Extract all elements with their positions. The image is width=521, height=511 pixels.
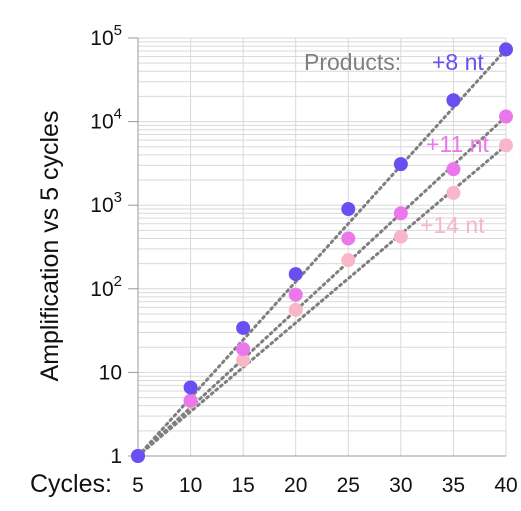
data-point (499, 42, 513, 57)
fit-line-2 (136, 143, 508, 458)
x-tick-label: 35 (442, 474, 465, 497)
series-label-plus-14-nt: +14 nt (420, 212, 485, 238)
data-point (446, 185, 461, 200)
data-point (446, 162, 461, 177)
x-tick-labels: 5 10 15 20 25 30 35 40 (132, 474, 518, 497)
y-tick-label: 103 (90, 189, 122, 217)
data-point (288, 302, 303, 317)
series-label-plus-11-nt: +11 nt (426, 131, 489, 157)
data-point (341, 202, 356, 217)
x-axis-title: Cycles: (30, 470, 112, 498)
data-point (499, 138, 513, 153)
series-label-plus-8-nt: +8 nt (432, 49, 484, 75)
x-tick-label: 20 (284, 474, 307, 497)
data-point (446, 93, 461, 108)
x-tick-label: 10 (179, 474, 202, 497)
data-point (183, 380, 198, 395)
fit-line-1 (136, 115, 508, 458)
y-tick-label: 105 (90, 22, 122, 50)
data-point (236, 320, 251, 335)
data-point (393, 157, 408, 172)
y-tick-label: 104 (90, 106, 122, 134)
axes (137, 38, 506, 457)
y-tick-label: 102 (90, 273, 122, 301)
grid (128, 37, 507, 457)
data-point (236, 342, 251, 357)
data-point (393, 229, 408, 244)
series-labels: Products: +8 nt +11 nt +14 nt (304, 49, 489, 238)
fit-lines (136, 47, 508, 458)
data-point (341, 253, 356, 268)
y-tick-label: 10 (99, 361, 122, 384)
data-point (236, 353, 251, 368)
data-point (288, 267, 303, 282)
data-point (131, 449, 145, 463)
x-tick-label: 5 (132, 474, 144, 497)
y-tick-label: 1 (110, 445, 122, 468)
data-point (341, 231, 356, 246)
data-point (499, 109, 513, 124)
data-point (288, 287, 303, 302)
x-tick-label: 30 (389, 474, 412, 497)
x-tick-label: 15 (231, 474, 254, 497)
data-points (131, 42, 513, 463)
fit-line-0 (136, 47, 508, 458)
data-point (393, 206, 408, 221)
data-point (183, 393, 198, 408)
y-tick-labels: 1 10 102 103 104 105 (90, 22, 122, 468)
x-tick-label: 25 (337, 474, 360, 497)
y-axis-title: Amplification vs 5 cycles (36, 111, 64, 382)
legend-prefix: Products: (304, 49, 401, 75)
x-tick-label: 40 (494, 474, 517, 497)
